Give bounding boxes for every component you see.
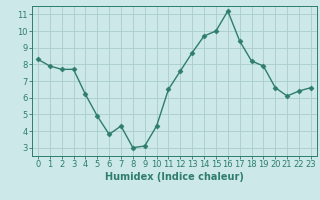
X-axis label: Humidex (Indice chaleur): Humidex (Indice chaleur) [105,172,244,182]
